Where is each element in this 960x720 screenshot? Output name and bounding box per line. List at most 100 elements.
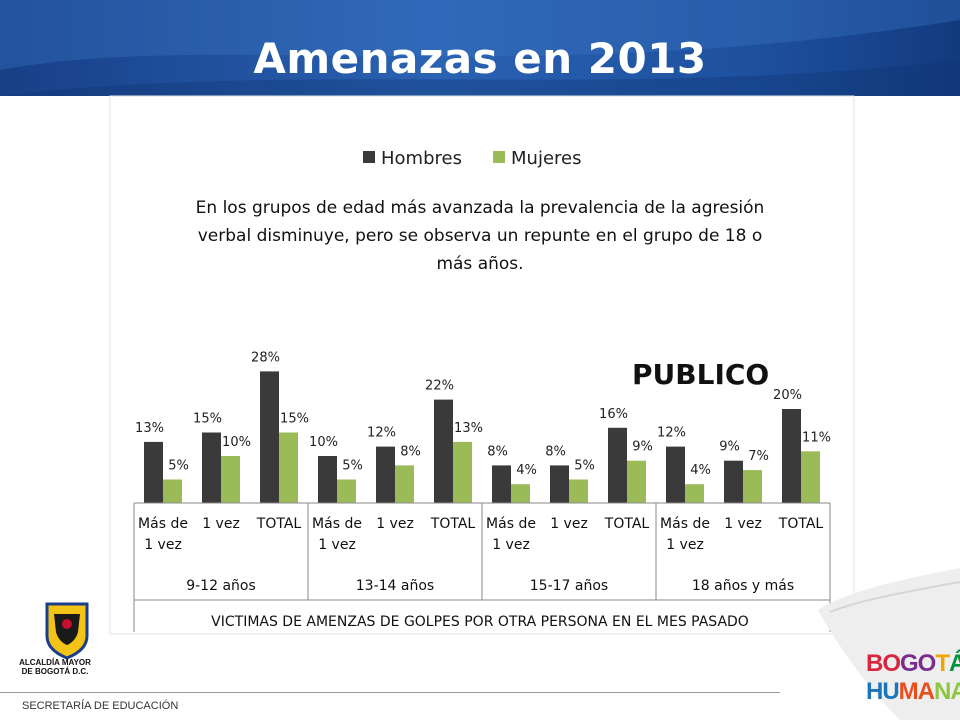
data-label-hombres-0: 13% (135, 421, 164, 436)
data-label-mujeres-0: 5% (168, 459, 189, 474)
category-label-7-0: 1 vez (550, 516, 588, 532)
legend-label-mujeres: Mujeres (511, 148, 581, 169)
group-label-3: 18 años y más (692, 578, 794, 594)
data-label-hombres-8: 16% (599, 407, 628, 422)
group-label-1: 13-14 años (356, 578, 434, 594)
alcaldia-label: ALCALDÍA MAYOR DE BOGOTÁ D.C. (10, 658, 100, 676)
alcaldia-line-1: ALCALDÍA MAYOR (19, 658, 91, 667)
data-label-mujeres-8: 9% (632, 440, 653, 455)
legend-swatch-hombres (363, 151, 375, 163)
data-label-mujeres-1: 10% (222, 435, 251, 450)
category-label-9-0: Más de (660, 516, 710, 532)
x-axis-title: VICTIMAS DE AMENZAS DE GOLPES POR OTRA P… (211, 614, 749, 630)
category-label-11-0: TOTAL (778, 516, 824, 532)
data-label-hombres-1: 15% (193, 412, 222, 427)
data-label-mujeres-7: 5% (574, 459, 595, 474)
bar-hombres-11 (782, 409, 801, 503)
data-label-hombres-11: 20% (773, 388, 802, 403)
category-label-8-0: TOTAL (604, 516, 650, 532)
data-label-mujeres-10: 7% (748, 449, 769, 464)
page-curl-decoration (818, 568, 960, 720)
annotation-line-1: En los grupos de edad más avanzada la pr… (196, 198, 765, 218)
category-label-3-1: 1 vez (318, 537, 356, 553)
brand-part-1: BO (866, 650, 901, 677)
category-label-5-0: TOTAL (430, 516, 476, 532)
bar-mujeres-11 (801, 451, 820, 503)
data-label-mujeres-2: 15% (280, 412, 309, 427)
bar-mujeres-5 (453, 441, 472, 503)
category-label-9-1: 1 vez (666, 537, 704, 553)
brand-part-7: NA (934, 678, 960, 705)
bar-hombres-4 (376, 446, 395, 503)
data-label-mujeres-4: 8% (400, 444, 421, 459)
category-label-1-0: 1 vez (202, 516, 240, 532)
data-label-hombres-9: 12% (657, 426, 686, 441)
bar-mujeres-6 (511, 484, 530, 503)
data-label-mujeres-6: 4% (516, 463, 537, 478)
bar-mujeres-8 (627, 460, 646, 503)
category-label-10-0: 1 vez (724, 516, 762, 532)
data-label-mujeres-3: 5% (342, 459, 363, 474)
annotation-line-3: más años. (436, 254, 523, 274)
brand-part-2: GO (900, 650, 936, 677)
group-label-2: 15-17 años (530, 578, 608, 594)
footer-divider (0, 692, 780, 693)
brand-part-4: Á (949, 650, 960, 677)
bar-mujeres-0 (163, 479, 182, 503)
group-label-0: 9-12 años (186, 578, 256, 594)
annotation-line-2: verbal disminuye, pero se observa un rep… (198, 226, 763, 246)
bar-mujeres-4 (395, 465, 414, 503)
legend-label-hombres: Hombres (381, 148, 462, 169)
bar-hombres-0 (144, 441, 163, 503)
bar-hombres-3 (318, 456, 337, 503)
alcaldia-line-2: DE BOGOTÁ D.C. (21, 667, 89, 676)
data-label-mujeres-11: 11% (802, 430, 831, 445)
legend: Hombres Mujeres (363, 148, 581, 169)
alcaldia-crest (12, 600, 122, 680)
category-label-3-0: Más de (312, 516, 362, 532)
bar-mujeres-1 (221, 456, 240, 503)
data-label-hombres-3: 10% (309, 435, 338, 450)
data-label-mujeres-5: 13% (454, 421, 483, 436)
publico-callout: PUBLICO (632, 358, 769, 391)
bogota-humana-logo: BOGOTÁ (866, 652, 960, 676)
bar-mujeres-9 (685, 484, 704, 503)
category-label-2-0: TOTAL (256, 516, 302, 532)
secretaria-label: SECRETARÍA DE EDUCACIÓN (22, 700, 179, 712)
bar-mujeres-2 (279, 432, 298, 503)
bar-hombres-9 (666, 446, 685, 503)
slide-title: Amenazas en 2013 (253, 34, 707, 83)
data-label-hombres-7: 8% (545, 444, 566, 459)
brand-part-5: HU (866, 678, 900, 705)
brand-part-3: T (935, 650, 950, 677)
bar-hombres-10 (724, 460, 743, 503)
bar-mujeres-7 (569, 479, 588, 503)
slide-header: Amenazas en 2013 (0, 0, 960, 96)
data-label-hombres-4: 12% (367, 426, 396, 441)
data-label-hombres-2: 28% (251, 350, 280, 365)
bogota-humana-logo-line2: HUMANA (866, 680, 960, 704)
bar-hombres-8 (608, 427, 627, 503)
bar-mujeres-10 (743, 470, 762, 503)
data-label-mujeres-9: 4% (690, 463, 711, 478)
data-label-hombres-10: 9% (719, 440, 740, 455)
category-label-6-0: Más de (486, 516, 536, 532)
coat-of-arms-icon (45, 602, 89, 660)
brand-part-6: MA (898, 678, 935, 705)
category-label-4-0: 1 vez (376, 516, 414, 532)
bar-hombres-5 (434, 399, 453, 503)
bar-hombres-1 (202, 432, 221, 503)
bar-hombres-6 (492, 465, 511, 503)
bar-hombres-2 (260, 371, 279, 503)
category-label-0-0: Más de (138, 516, 188, 532)
header-background (0, 0, 960, 96)
category-label-6-1: 1 vez (492, 537, 530, 553)
data-label-hombres-6: 8% (487, 444, 508, 459)
bar-hombres-7 (550, 465, 569, 503)
bar-mujeres-3 (337, 479, 356, 503)
category-label-0-1: 1 vez (144, 537, 182, 553)
data-label-hombres-5: 22% (425, 379, 454, 394)
legend-swatch-mujeres (493, 151, 505, 163)
